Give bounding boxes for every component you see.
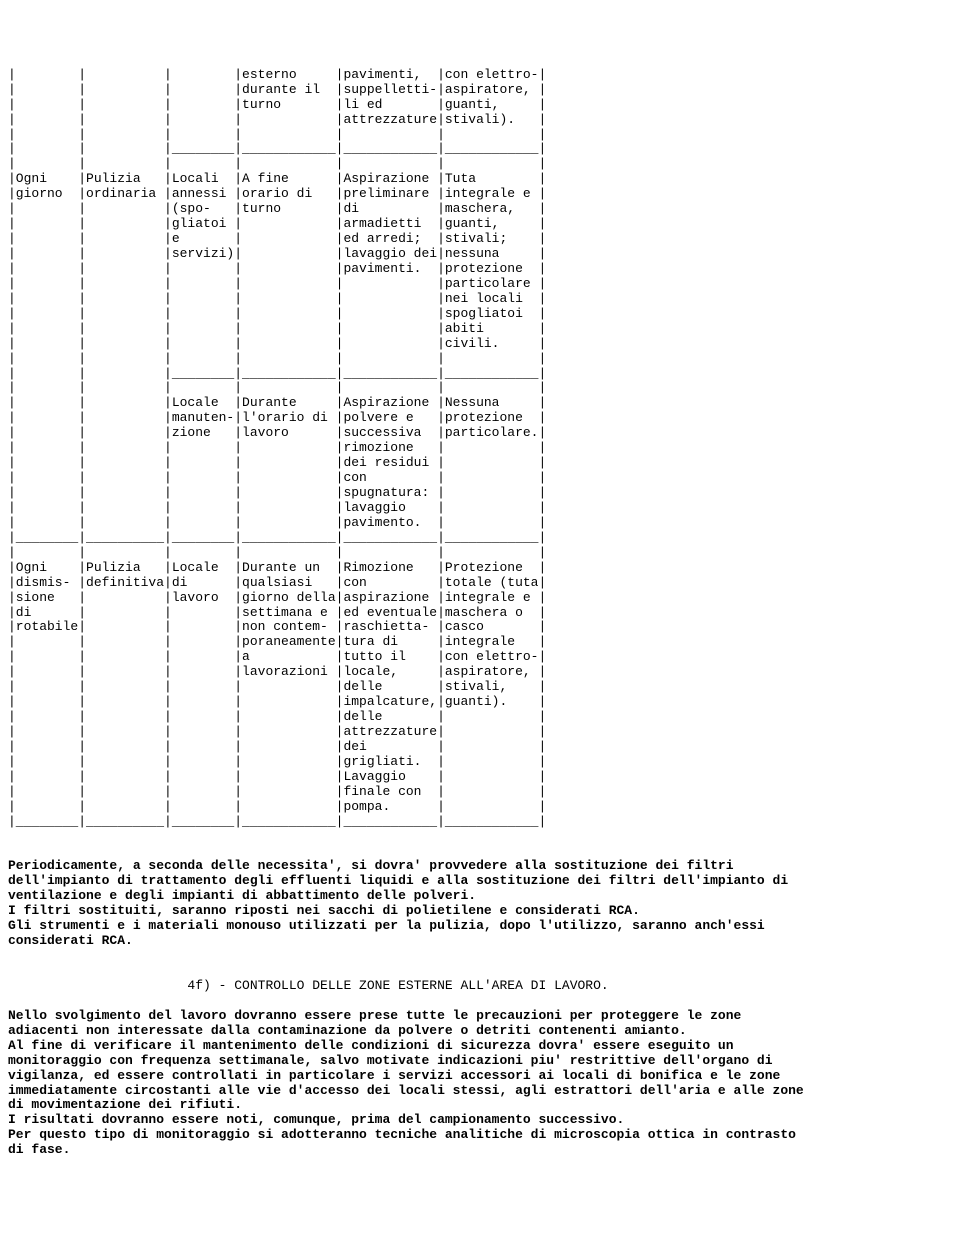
- paragraph-block-2: Nello svolgimento del lavoro dovranno es…: [8, 1008, 804, 1157]
- section-heading: 4f) - CONTROLLO DELLE ZONE ESTERNE ALL'A…: [8, 978, 609, 993]
- ascii-table: | | | |esterno |pavimenti, |con elettro-…: [8, 67, 546, 829]
- paragraph-block-1: Periodicamente, a seconda delle necessit…: [8, 858, 788, 948]
